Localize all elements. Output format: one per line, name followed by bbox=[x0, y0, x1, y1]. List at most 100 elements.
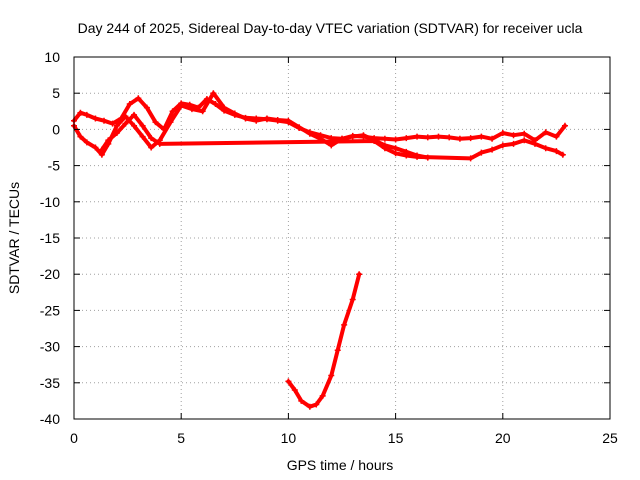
data-point bbox=[152, 119, 159, 126]
y-tick-label: -15 bbox=[40, 230, 60, 246]
x-tick-label: 5 bbox=[177, 430, 185, 446]
data-point bbox=[467, 155, 474, 162]
data-point bbox=[188, 106, 195, 113]
y-tick-label: -10 bbox=[40, 194, 60, 210]
data-point bbox=[531, 140, 538, 147]
data-point bbox=[83, 139, 90, 146]
x-axis-label: GPS time / hours bbox=[287, 457, 394, 473]
data-point bbox=[77, 133, 84, 140]
y-tick-label: 5 bbox=[52, 85, 60, 101]
x-tick-label: 20 bbox=[495, 430, 511, 446]
data-point bbox=[349, 296, 356, 303]
data-point bbox=[199, 108, 206, 115]
data-point bbox=[542, 129, 549, 136]
x-tick-labels: 0 5 10 15 20 25 bbox=[70, 430, 618, 446]
data-point bbox=[424, 134, 431, 141]
data-point bbox=[139, 133, 146, 140]
y-tick-label: -40 bbox=[40, 411, 60, 427]
series-track-b bbox=[71, 90, 431, 161]
data-point bbox=[561, 122, 568, 129]
chart-title: Day 244 of 2025, Sidereal Day-to-day VTE… bbox=[78, 20, 583, 36]
series-track-d bbox=[285, 271, 363, 410]
data-point bbox=[253, 117, 260, 124]
data-point bbox=[135, 95, 142, 102]
data-point bbox=[113, 130, 120, 137]
data-series bbox=[71, 90, 568, 410]
data-point bbox=[478, 133, 485, 140]
data-point bbox=[126, 101, 133, 108]
data-point bbox=[356, 271, 363, 278]
data-point bbox=[231, 110, 238, 117]
data-point bbox=[499, 130, 506, 137]
y-tick-label: 10 bbox=[44, 49, 60, 65]
data-point bbox=[403, 135, 410, 142]
x-tick-label: 25 bbox=[602, 430, 618, 446]
y-tick-label: -30 bbox=[40, 339, 60, 355]
data-point bbox=[285, 117, 292, 124]
data-point bbox=[403, 152, 410, 159]
data-point bbox=[371, 137, 378, 144]
data-point bbox=[263, 115, 270, 122]
y-axis-label: SDTVAR / TECUs bbox=[6, 182, 22, 294]
data-point bbox=[83, 111, 90, 118]
data-point bbox=[414, 153, 421, 160]
data-point bbox=[521, 137, 528, 144]
data-point bbox=[167, 119, 174, 126]
data-point bbox=[105, 137, 112, 144]
data-point bbox=[156, 140, 163, 147]
x-tick-label: 10 bbox=[281, 430, 297, 446]
data-point bbox=[381, 135, 388, 142]
data-point bbox=[341, 321, 348, 328]
data-point bbox=[467, 135, 474, 142]
y-tick-label: -5 bbox=[48, 158, 61, 174]
data-point bbox=[319, 392, 326, 399]
data-point bbox=[210, 90, 217, 97]
data-point bbox=[446, 134, 453, 141]
data-point bbox=[349, 133, 356, 140]
data-point bbox=[169, 108, 176, 115]
y-tick-label: -20 bbox=[40, 266, 60, 282]
data-point bbox=[435, 133, 442, 140]
y-tick-labels: 10 5 0 -5 -10 -15 -20 -25 -30 -35 -40 bbox=[40, 49, 60, 427]
data-point bbox=[392, 145, 399, 152]
data-point bbox=[542, 145, 549, 152]
data-point bbox=[131, 111, 138, 118]
data-point bbox=[306, 403, 313, 410]
data-point bbox=[489, 135, 496, 142]
data-point bbox=[306, 130, 313, 137]
data-point bbox=[521, 130, 528, 137]
data-point bbox=[113, 122, 120, 129]
data-point bbox=[553, 148, 560, 155]
data-point bbox=[92, 115, 99, 122]
data-point bbox=[148, 144, 155, 151]
data-point bbox=[456, 135, 463, 142]
x-tick-label: 15 bbox=[388, 430, 404, 446]
data-point bbox=[499, 142, 506, 149]
data-point bbox=[274, 116, 281, 123]
data-point bbox=[221, 104, 228, 111]
data-point bbox=[285, 378, 292, 385]
y-tick-label: 0 bbox=[52, 121, 60, 137]
data-point bbox=[92, 144, 99, 151]
data-point bbox=[510, 132, 517, 139]
data-point bbox=[313, 401, 320, 408]
data-point bbox=[148, 135, 155, 142]
data-point bbox=[392, 150, 399, 157]
data-point bbox=[98, 146, 105, 153]
data-point bbox=[559, 151, 566, 158]
data-point bbox=[381, 145, 388, 152]
data-point bbox=[298, 397, 305, 404]
data-point bbox=[122, 120, 129, 127]
data-point bbox=[334, 347, 341, 354]
y-tick-label: -35 bbox=[40, 375, 60, 391]
data-point bbox=[131, 122, 138, 129]
data-point bbox=[328, 372, 335, 379]
data-point bbox=[291, 387, 298, 394]
data-point bbox=[553, 133, 560, 140]
data-point bbox=[122, 113, 129, 120]
series-track-c bbox=[98, 111, 566, 162]
data-point bbox=[143, 104, 150, 111]
data-point bbox=[98, 151, 105, 158]
